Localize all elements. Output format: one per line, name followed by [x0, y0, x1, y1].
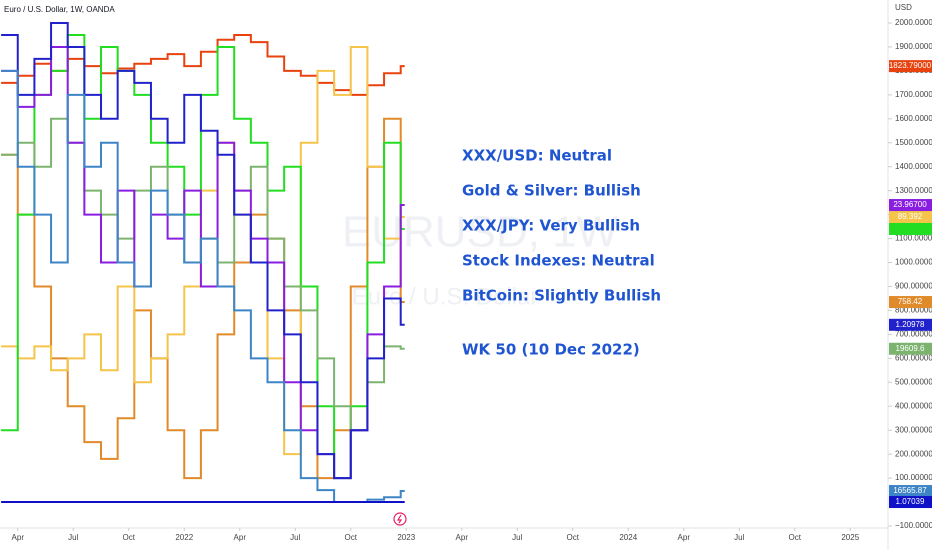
x-tick-label: Jul: [290, 533, 300, 542]
annotation: BitCoin: Slightly Bullish: [462, 287, 661, 305]
x-tick-label: Apr: [12, 533, 25, 542]
price-tag-label: 1.07039: [896, 497, 925, 506]
price-tag: [889, 60, 932, 73]
price-tag: [889, 485, 932, 498]
y-tick-label: 700.00000: [895, 329, 932, 338]
price-tag-label: 1823.79000: [889, 61, 932, 70]
y-tick-label: −100.00000: [895, 521, 932, 530]
annotations: XXX/USD: Neutral Gold & Silver: Bullish XX…: [462, 147, 661, 359]
x-tick-label: 2024: [619, 533, 637, 542]
price-tag-label: 758.42: [898, 297, 923, 306]
y-tick-label: 1400.00000: [895, 162, 932, 171]
price-tag-label: 16565.87: [893, 486, 927, 495]
price-tag: [889, 211, 932, 224]
price-tag: [889, 199, 932, 212]
y-tick-label: 1500.00000: [895, 138, 932, 147]
annotation: Gold & Silver: Bullish: [462, 182, 641, 200]
series-line: [1, 117, 405, 480]
y-tick-label: 1600.00000: [895, 114, 932, 123]
price-tag: [889, 222, 932, 235]
x-tick-label: 2023: [397, 533, 415, 542]
event-icon: [396, 514, 403, 524]
x-tick-label: Jul: [512, 533, 522, 542]
x-tick-label: Oct: [123, 533, 136, 542]
plot: [1, 22, 405, 504]
price-tag: [889, 342, 932, 355]
y-tick-label: 300.00000: [895, 425, 932, 434]
x-tick-label: Apr: [456, 533, 469, 542]
price-tag: [889, 318, 932, 331]
x-tick-label: Jul: [68, 533, 78, 542]
y-tick-label: 500.00000: [895, 377, 932, 386]
y-tick-label: 1300.00000: [895, 186, 932, 195]
y-tick-label: 2000.00000: [895, 18, 932, 27]
annotation: XXX/USD: Neutral: [462, 147, 612, 165]
watermark: EURUSD, 1W: [342, 208, 619, 257]
y-tick-label: 400.00000: [895, 401, 932, 410]
price-tag: [889, 296, 932, 309]
y-tick-label: 100.00000: [895, 473, 932, 482]
series-line: [1, 33, 405, 96]
x-tick-label: Jul: [734, 533, 744, 542]
series-line: [1, 45, 405, 456]
y-tick-label: 1100.00000: [895, 234, 932, 243]
x-tick-label: Apr: [678, 533, 691, 542]
x-tick-label: Oct: [345, 533, 358, 542]
y-tick-label: 600.00000: [895, 353, 932, 362]
watermark-subtitle: Euro / U.S. Dollar: [352, 283, 539, 310]
price-tag-label: 19609.6: [896, 344, 925, 353]
y-tick-label: 900.00000: [895, 282, 932, 291]
y-tick-label: 1700.00000: [895, 90, 932, 99]
annotation: XXX/JPY: Very Bullish: [462, 217, 640, 235]
x-tick-label: 2025: [841, 533, 859, 542]
annotation: WK 50 (10 Dec 2022): [462, 341, 640, 359]
y-tick-label: 800.00000: [895, 306, 932, 315]
y-tick-label: 1900.00000: [895, 42, 932, 51]
chart-title: Euro / U.S. Dollar, 1W, OANDA: [4, 5, 115, 14]
series-line: [1, 22, 405, 480]
x-tick-label: Oct: [789, 533, 802, 542]
x-tick-label: Oct: [567, 533, 580, 542]
price-tag-label: 23.96700: [893, 200, 927, 209]
y-unit: USD: [895, 3, 912, 12]
event-icon[interactable]: [393, 512, 407, 526]
price-tag: [889, 496, 932, 509]
price-tag-label: 89.392: [898, 212, 923, 221]
y-tick-label: 1000.00000: [895, 258, 932, 267]
y-tick-label: 200.00000: [895, 449, 932, 458]
price-tag-label: 1.20978: [896, 320, 925, 329]
x-tick-label: Apr: [234, 533, 247, 542]
x-tick-label: 2022: [175, 533, 193, 542]
annotation: Stock Indexes: Neutral: [462, 252, 655, 270]
